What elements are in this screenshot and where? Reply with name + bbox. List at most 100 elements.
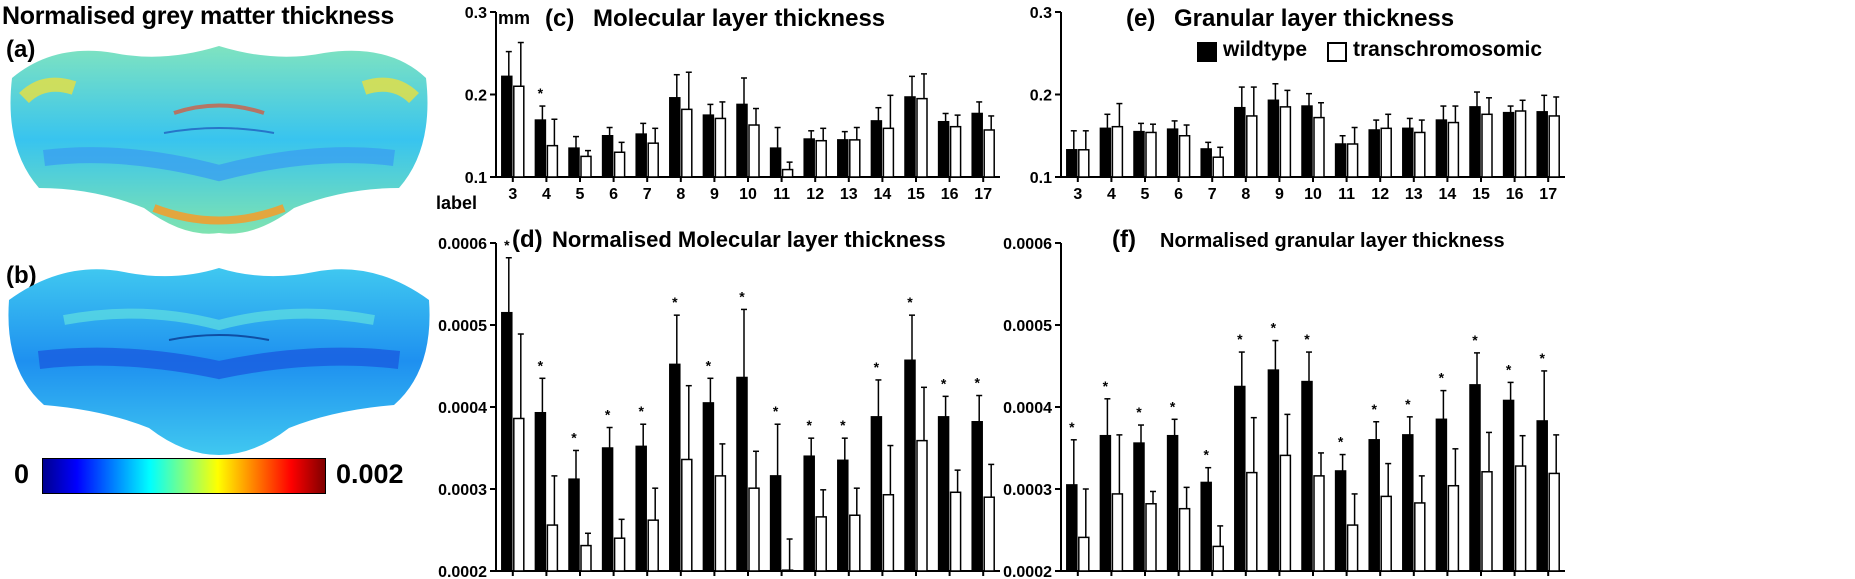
bar-transchromosomic: [513, 85, 525, 178]
significance-marker: *: [773, 403, 779, 419]
legend-swatch-wildtype: [1197, 42, 1217, 62]
bar-wildtype: [702, 114, 715, 178]
significance-marker: *: [1472, 332, 1478, 348]
bar-transchromosomic: [1346, 524, 1359, 572]
x-tick-label: 17: [974, 186, 992, 203]
significance-marker: *: [571, 429, 577, 445]
bar-transchromosomic: [1246, 115, 1258, 178]
bar-transchromosomic: [1178, 135, 1191, 178]
panel-label: (f): [1112, 226, 1136, 253]
bar-wildtype: [1099, 434, 1112, 572]
x-tick-label: 10: [739, 186, 757, 203]
bar-wildtype: [1133, 442, 1145, 572]
y-tick-label: 0.0006: [1003, 236, 1052, 253]
bar-wildtype: [534, 411, 547, 572]
significance-marker: *: [739, 288, 745, 304]
y-unit-label: mm: [498, 8, 530, 28]
bar-wildtype: [937, 120, 950, 178]
chart-title: Molecular layer thickness: [593, 5, 885, 32]
bar-transchromosomic: [882, 493, 895, 572]
bar-wildtype: [1166, 434, 1179, 572]
bar-transchromosomic: [983, 496, 995, 572]
bar-transchromosomic: [580, 155, 592, 178]
x-tick-label: 11: [1338, 186, 1355, 203]
y-tick-label: 0.0003: [438, 482, 487, 499]
bar-wildtype: [501, 311, 513, 572]
x-tick-label: 12: [806, 186, 824, 203]
x-tick-label: 16: [941, 186, 959, 203]
bar-transchromosomic: [849, 139, 861, 178]
bar-transchromosomic: [513, 417, 525, 572]
bar-wildtype: [1099, 127, 1112, 178]
bar-wildtype: [635, 445, 647, 572]
bar-transchromosomic: [1078, 149, 1090, 178]
x-tick-label: 10: [1304, 186, 1322, 203]
bar-wildtype: [1368, 129, 1380, 178]
bar-transchromosomic: [647, 142, 659, 178]
significance-marker: *: [1237, 331, 1243, 347]
thickness-map-a: [10, 46, 428, 234]
bar-wildtype: [1200, 148, 1212, 178]
bar-wildtype: [1133, 130, 1145, 178]
bar-transchromosomic: [983, 129, 995, 178]
bar-transchromosomic: [1481, 471, 1493, 572]
chart-title: Normalised granular layer thickness: [1160, 230, 1505, 252]
x-tick-label: 4: [542, 186, 551, 203]
bar-transchromosomic: [781, 168, 794, 178]
bar-transchromosomic: [580, 544, 592, 572]
x-tick-label: 7: [1208, 186, 1217, 203]
x-tick-label: 15: [907, 186, 925, 203]
bar-wildtype: [1234, 385, 1246, 572]
map-b-band-light: [63, 308, 375, 331]
bar-transchromosomic: [1514, 465, 1527, 572]
y-tick-label: 0.0006: [438, 236, 487, 253]
legend-label-transchromosomic: transchromosomic: [1353, 38, 1543, 61]
bar-transchromosomic: [1279, 454, 1292, 572]
bar-transchromosomic: [681, 108, 693, 178]
y-tick-label: 0.0002: [1003, 564, 1052, 579]
x-tick-label: 14: [874, 186, 892, 203]
bar-transchromosomic: [1111, 125, 1124, 178]
bar-transchromosomic: [1548, 472, 1560, 572]
significance-marker: *: [605, 407, 611, 423]
bar-transchromosomic: [1380, 495, 1392, 572]
significance-marker: *: [974, 375, 980, 391]
bar-wildtype: [1536, 420, 1548, 572]
bar-wildtype: [1435, 418, 1448, 572]
bar-transchromosomic: [748, 487, 760, 572]
colorbar: [42, 458, 326, 494]
significance-marker: *: [1103, 378, 1109, 394]
figure-title: Normalised grey matter thickness: [2, 2, 394, 30]
bar-wildtype: [1402, 127, 1414, 178]
y-tick-label: 0.0004: [1003, 400, 1052, 417]
bar-wildtype: [803, 455, 815, 572]
bar-wildtype: [1502, 111, 1515, 178]
x-tick-label: 6: [1174, 186, 1183, 203]
y-tick-label: 0.0005: [438, 318, 487, 335]
bar-wildtype: [904, 96, 916, 178]
bar-transchromosomic: [1111, 493, 1124, 572]
significance-marker: *: [1338, 434, 1344, 450]
x-tick-label: 17: [1539, 186, 1557, 203]
bar-transchromosomic: [546, 144, 559, 178]
colorbar-min-label: 0: [14, 459, 30, 489]
bar-wildtype: [1267, 369, 1280, 572]
bar-wildtype: [601, 447, 614, 572]
x-tick-label: 4: [1107, 186, 1116, 203]
bar-wildtype: [769, 147, 782, 178]
bar-transchromosomic: [1481, 113, 1493, 178]
bar-transchromosomic: [1447, 121, 1460, 178]
significance-marker: *: [504, 237, 510, 253]
legend-swatch-transchromosomic: [1327, 42, 1347, 62]
y-tick-label: 0.0005: [1003, 318, 1052, 335]
bar-wildtype: [937, 416, 950, 572]
y-tick-label: 0.3: [465, 5, 487, 22]
bar-transchromosomic: [849, 514, 861, 572]
significance-marker: *: [1069, 419, 1075, 435]
panel-label-a: (a): [6, 36, 36, 63]
bar-wildtype: [1536, 111, 1548, 178]
bar-wildtype: [1368, 439, 1380, 572]
